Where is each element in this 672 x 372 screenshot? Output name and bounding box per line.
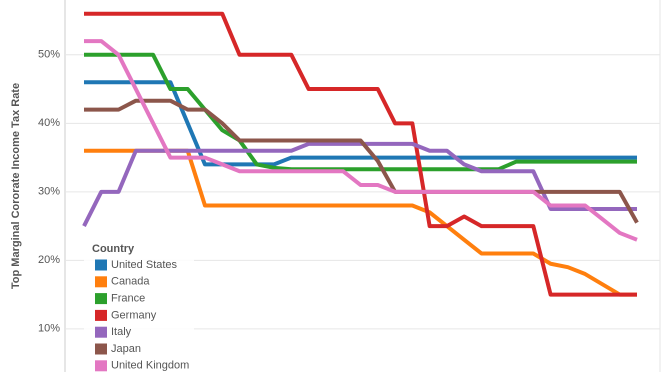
series-line bbox=[84, 11, 637, 297]
legend-label: France bbox=[111, 293, 145, 305]
legend-label: United Kingdom bbox=[111, 360, 189, 372]
series-line bbox=[84, 80, 637, 167]
legend-label: Germany bbox=[111, 309, 157, 321]
legend-swatch bbox=[95, 276, 107, 288]
legend-swatch bbox=[95, 343, 107, 355]
y-tick-label: 20% bbox=[38, 254, 60, 266]
legend-label: Italy bbox=[111, 326, 132, 338]
legend-swatch bbox=[95, 293, 107, 305]
y-tick-label: 50% bbox=[38, 49, 60, 61]
series-line bbox=[82, 141, 637, 227]
series-line bbox=[84, 98, 639, 224]
legend: Country United States Canada France Germany I… bbox=[84, 238, 194, 372]
legend-swatch bbox=[95, 360, 107, 372]
y-tick-label: 40% bbox=[38, 117, 60, 129]
legend-label: Japan bbox=[111, 343, 141, 355]
series-line bbox=[84, 39, 638, 242]
lines bbox=[82, 11, 639, 297]
y-tick-label: 30% bbox=[38, 186, 60, 198]
legend-label: Canada bbox=[111, 276, 150, 288]
legend-title: Country bbox=[92, 243, 135, 255]
y-axis-label: Top Marginal Cororate Income Tax Rate bbox=[10, 83, 22, 289]
legend-swatch bbox=[95, 309, 107, 321]
y-tick-label: 10% bbox=[38, 323, 60, 335]
legend-label: United States bbox=[111, 259, 178, 271]
series-line bbox=[84, 52, 637, 172]
legend-swatch bbox=[95, 326, 107, 338]
legend-swatch bbox=[95, 259, 107, 271]
